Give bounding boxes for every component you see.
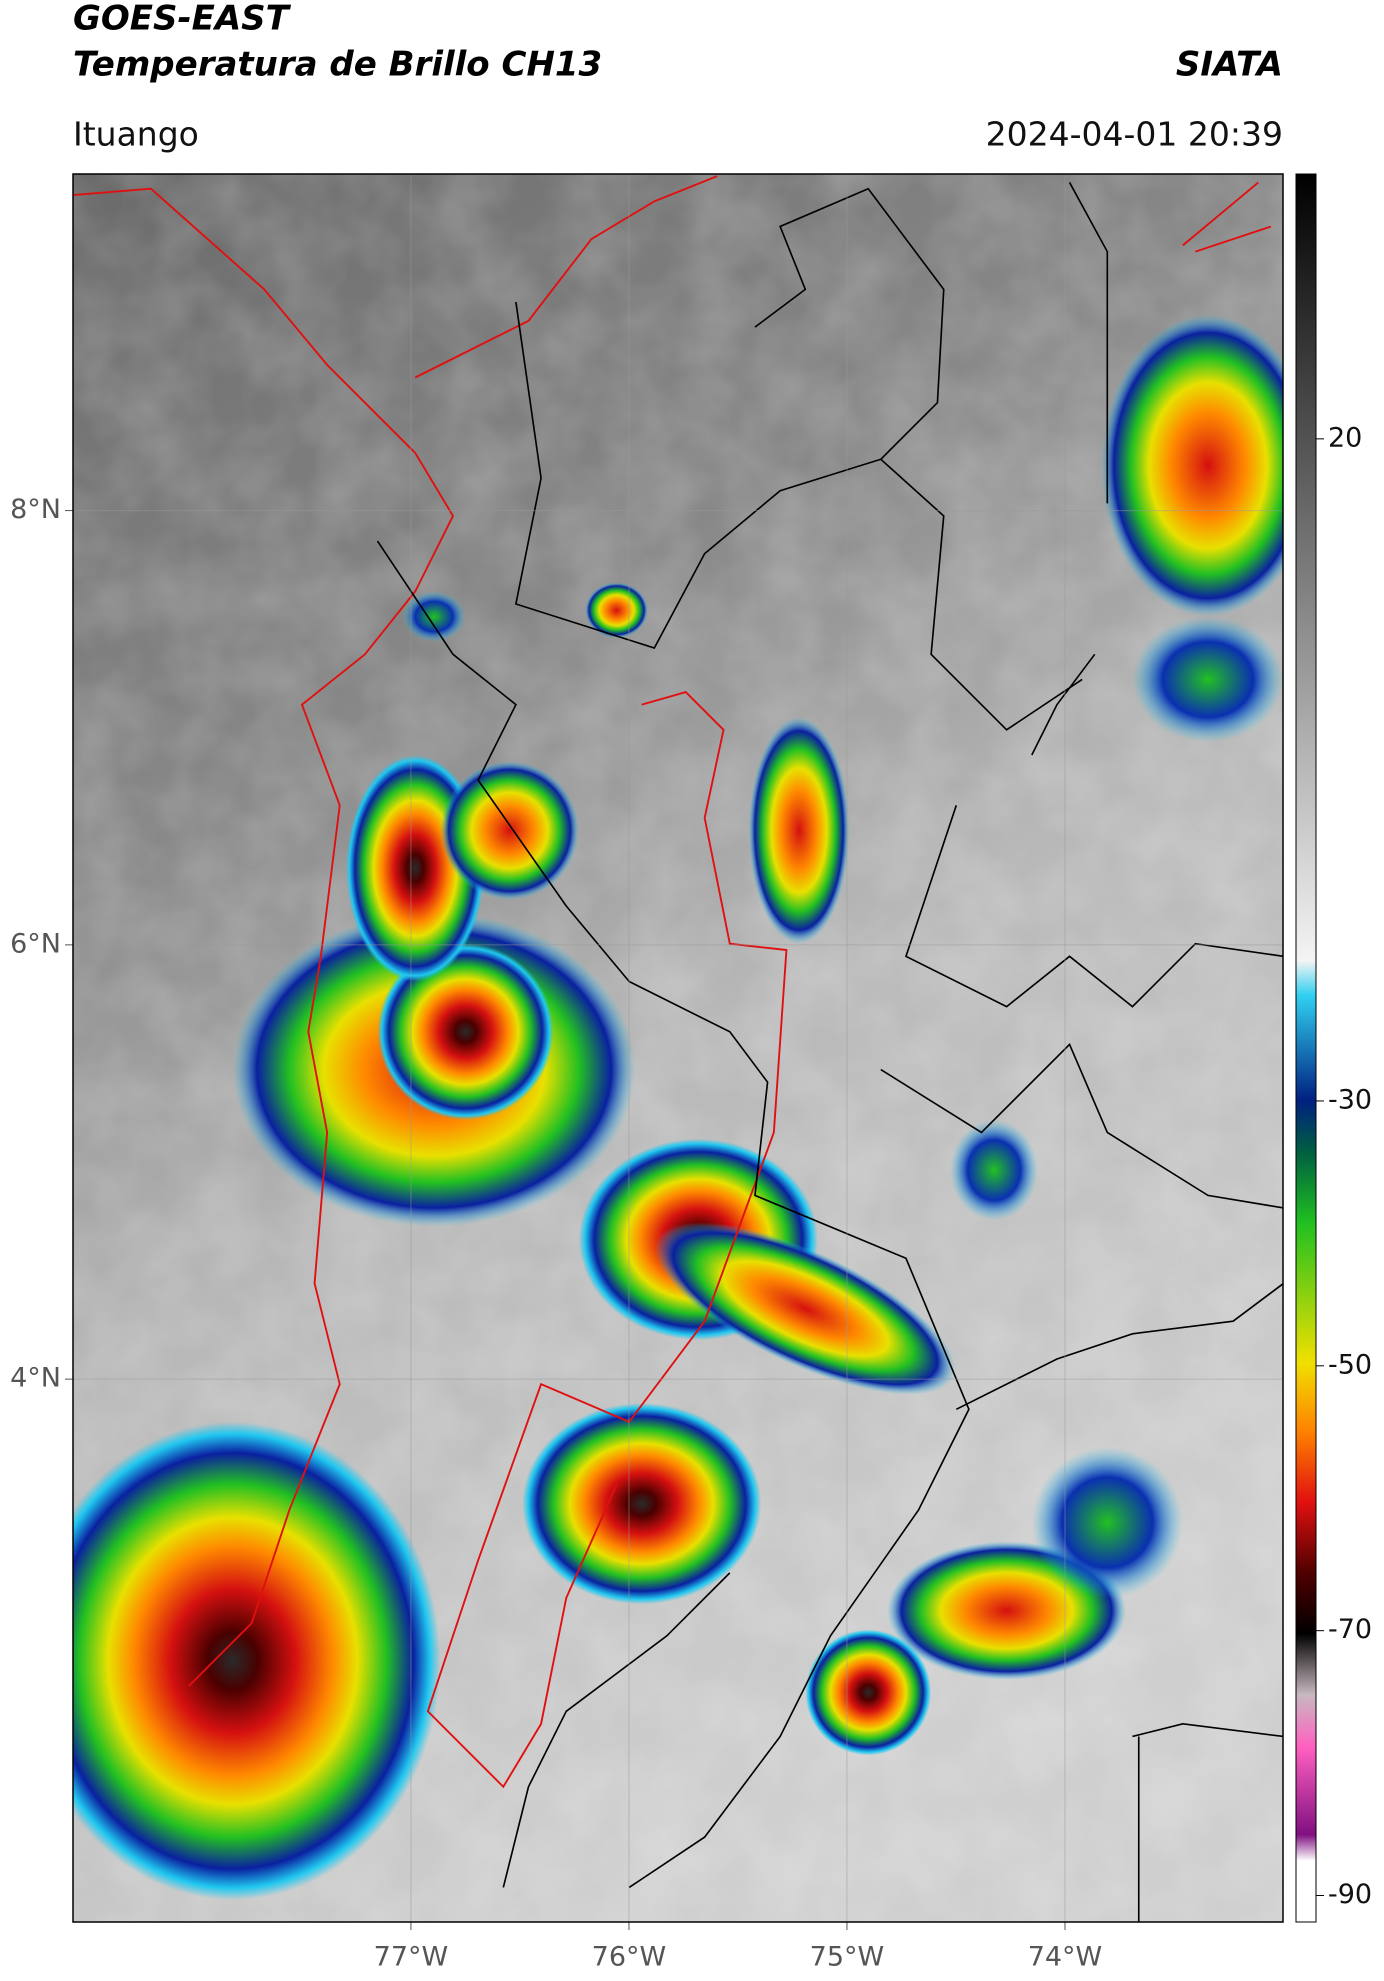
colorbar-tick-label: 20	[1328, 422, 1362, 453]
source: SIATA	[1176, 45, 1283, 85]
colorbar-tick-label: -30	[1328, 1084, 1372, 1115]
colorbar	[1295, 173, 1317, 1923]
title: GOES-EAST	[73, 0, 292, 39]
region: Ituango	[73, 115, 199, 154]
x-tick-label: 74°W	[1028, 1942, 1103, 1973]
y-tick-label: 8°N	[10, 494, 61, 525]
axes: 77°W 76°W 75°W 74°W 8°N 6°N 4°N 20 -30 -50 -70 -90	[10, 174, 1372, 1973]
colorbar-tick-label: -50	[1328, 1349, 1372, 1380]
datetime: 2024-04-01 20:39	[986, 115, 1283, 154]
colorbar-tick-label: -90	[1328, 1879, 1372, 1910]
map-frame	[72, 173, 1284, 1923]
x-tick-label: 76°W	[592, 1942, 667, 1973]
y-tick-label: 6°N	[10, 928, 61, 959]
satellite-image	[72, 173, 1284, 1923]
x-tick-label: 75°W	[810, 1942, 885, 1973]
subtitle: Temperatura de Brillo CH13	[73, 45, 602, 85]
x-tick-label: 77°W	[374, 1942, 449, 1973]
y-tick-label: 4°N	[10, 1363, 61, 1394]
colorbar-tick-label: -70	[1328, 1614, 1372, 1645]
